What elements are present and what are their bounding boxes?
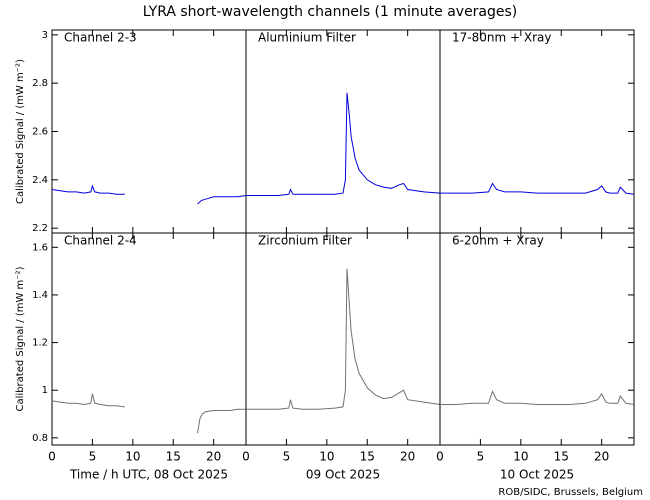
x-tick-label: 20: [400, 450, 415, 464]
date-label: 10 Oct 2025: [500, 468, 574, 482]
date-label: 09 Oct 2025: [306, 468, 380, 482]
y-tick-label: 1.2: [32, 338, 48, 349]
y-tick-label: 2.8: [32, 78, 48, 89]
x-tick-label: 10: [125, 450, 140, 464]
y-axis-label: Calibrated Signal / (mW m⁻²): [15, 266, 26, 411]
y-axis-label: Calibrated Signal / (mW m⁻²): [15, 59, 26, 204]
signal-line: [246, 268, 441, 410]
panel-frame: [439, 29, 635, 234]
x-tick-label: 0: [242, 450, 250, 464]
x-tick-label: 5: [89, 450, 97, 464]
panel-label: Aluminium Filter: [258, 31, 356, 45]
credit: ROB/SIDC, Brussels, Belgium: [498, 487, 643, 498]
y-tick-label: 2.6: [32, 127, 48, 138]
signal-line: [51, 184, 247, 205]
y-tick-label: 2.4: [32, 175, 48, 186]
x-tick-label: 10: [513, 450, 528, 464]
panel-frame: [245, 29, 441, 234]
signal-line: [440, 182, 635, 195]
y-tick-label: 2.2: [32, 223, 48, 234]
x-tick-label: 5: [283, 450, 291, 464]
x-tick-label: 0: [48, 450, 56, 464]
panel-frame: [245, 232, 441, 446]
y-tick-label: 0.8: [32, 433, 48, 444]
panel-label: Channel 2-4: [64, 234, 137, 248]
y-tick-label: 1.4: [32, 290, 48, 301]
x-tick-label: 5: [477, 450, 485, 464]
x-tick-label: 20: [594, 450, 609, 464]
signal-line: [246, 92, 441, 196]
y-tick-label: 1.6: [32, 242, 48, 253]
panel-frame: [51, 29, 247, 234]
panel-frame: [51, 232, 247, 446]
x-tick-label: 15: [360, 450, 375, 464]
x-tick-label: 15: [554, 450, 569, 464]
signal-line: [51, 393, 246, 434]
x-tick-label: 0: [436, 450, 444, 464]
y-tick-label: 1: [42, 385, 48, 396]
x-tick-label: 15: [166, 450, 181, 464]
panel-label: 6-20nm + Xray: [452, 234, 544, 248]
y-tick-label: 3: [42, 30, 48, 41]
date-label: Time / h UTC, 08 Oct 2025: [69, 468, 228, 482]
x-tick-label: 10: [319, 450, 334, 464]
x-tick-label: 20: [206, 450, 221, 464]
panel-label: 17-80nm + Xray: [452, 31, 551, 45]
panel-label: Zirconium Filter: [258, 234, 352, 248]
panel-frame: [439, 232, 635, 446]
signal-line: [440, 390, 635, 405]
panel-label: Channel 2-3: [64, 31, 137, 45]
chart-title: LYRA short-wavelength channels (1 minute…: [143, 4, 518, 20]
